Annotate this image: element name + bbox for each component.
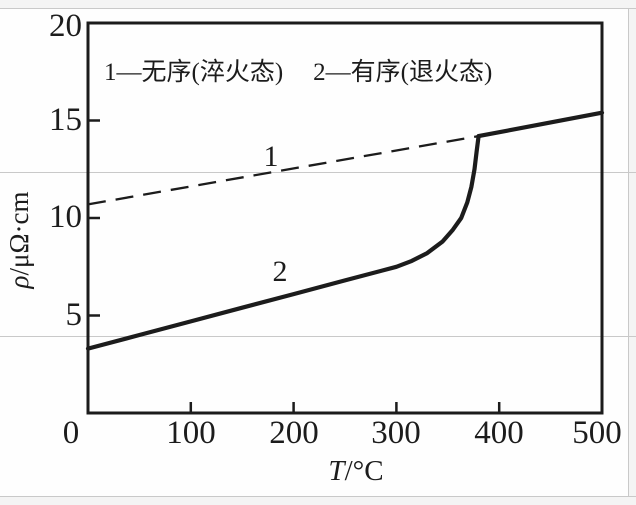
curve-1-disordered-quenched [87, 134, 479, 206]
y-axis-title: ρ/μΩ·cm [4, 154, 38, 326]
page-margin-top [0, 0, 636, 8]
x-tick-label-500: 500 [572, 415, 622, 451]
scan-ruling-line [0, 496, 636, 497]
page-margin-right [629, 0, 636, 505]
curve-merged-segment [476, 110, 605, 139]
axis-tick-marks [88, 119, 501, 413]
x-axis-symbol: T [328, 455, 345, 487]
x-axis-title: T/°C [328, 457, 383, 486]
x-tick-label-100: 100 [166, 415, 216, 451]
y-tick-label-5: 5 [65, 296, 83, 333]
x-tick-label-0: 0 [62, 415, 80, 451]
scan-ruling-line [628, 8, 629, 497]
legend: 1—无序(淬火态) 2—有序(退火态) [104, 57, 492, 88]
x-axis-unit: /°C [344, 455, 384, 487]
legend-entry-1: 1—无序(淬火态) [104, 59, 284, 86]
scan-ruling-line [0, 172, 636, 173]
y-tick-label-15: 15 [49, 101, 82, 138]
curve-1-number-label: 1 [263, 140, 279, 173]
y-axis-unit: /μΩ·cm [4, 191, 34, 276]
curve-2-ordered-annealed [85, 134, 481, 351]
y-axis-symbol: ρ [4, 275, 34, 289]
x-tick-label-400: 400 [474, 415, 524, 451]
scan-ruling-line [0, 8, 636, 9]
x-tick-label-300: 300 [371, 415, 421, 451]
legend-entry-2: 2—有序(退火态) [313, 59, 493, 86]
y-tick-label-10: 10 [49, 198, 82, 235]
scan-ruling-line [0, 336, 636, 337]
x-tick-label-200: 200 [269, 415, 319, 451]
curve-2-number-label: 2 [272, 255, 288, 288]
y-tick-label-20: 20 [49, 7, 82, 44]
page-margin-bottom [0, 497, 636, 505]
